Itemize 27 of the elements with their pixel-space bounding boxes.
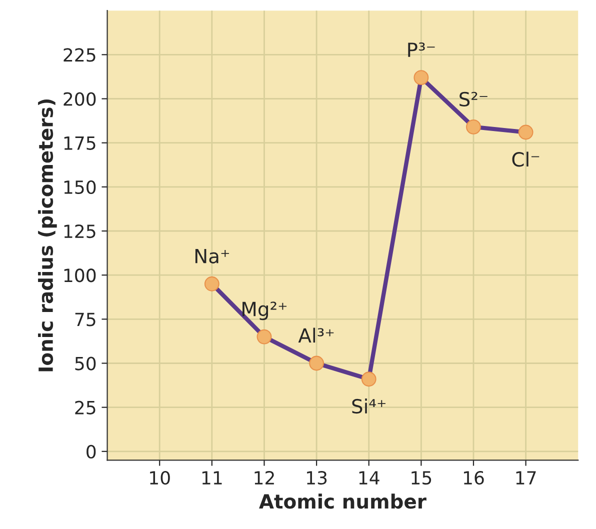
y-tick-label: 150 — [64, 180, 96, 194]
x-tick-label: 12 — [254, 470, 274, 484]
y-tick-label: 225 — [64, 48, 96, 62]
y-tick-label: 75 — [75, 312, 96, 326]
annotation: S²⁻ — [460, 92, 488, 107]
annotation: Mg²⁺ — [242, 302, 287, 320]
y-tick-label: 125 — [64, 224, 96, 238]
x-tick-label: 16 — [464, 470, 484, 485]
y-tick-label: 0 — [86, 444, 96, 459]
x-axis-title: Atomic number — [259, 494, 426, 509]
x-tick-label: 14 — [359, 471, 380, 484]
annotation: Si⁴⁺ — [352, 398, 386, 414]
y-tick-label: 25 — [75, 400, 96, 414]
x-tick-label: 11 — [202, 471, 222, 484]
y-tick-label: 200 — [64, 92, 96, 106]
annotation: Cl⁻ — [512, 152, 540, 167]
annotation: Al³⁺ — [298, 328, 334, 343]
x-tick-label: 17 — [516, 471, 536, 484]
y-tick-label: 175 — [64, 136, 96, 150]
annotation: P³⁻ — [408, 42, 435, 57]
x-tick-label: 15 — [412, 471, 432, 485]
x-tick-label: 13 — [307, 470, 327, 485]
y-tick-label: 50 — [75, 356, 96, 370]
y-axis-title: Ionic radius (picometers) — [38, 99, 57, 372]
x-tick-label: 10 — [150, 470, 170, 485]
y-tick-label: 100 — [64, 268, 96, 282]
annotation: Na⁺ — [195, 249, 229, 264]
